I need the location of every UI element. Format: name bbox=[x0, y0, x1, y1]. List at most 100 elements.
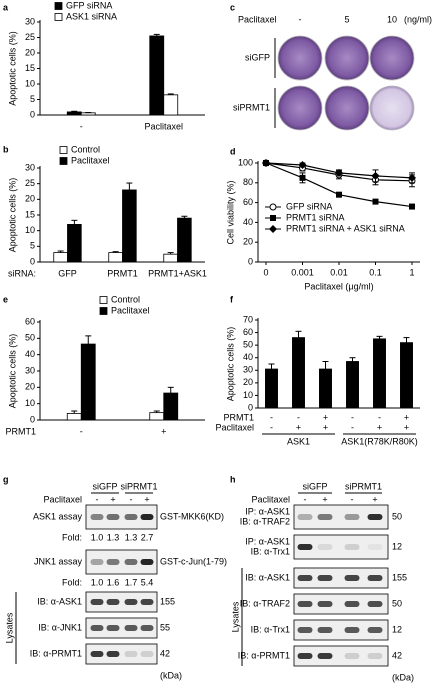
blot-band bbox=[367, 627, 383, 633]
marker bbox=[335, 168, 343, 177]
blot-band bbox=[90, 651, 104, 657]
lysates-label: Lysates bbox=[4, 612, 14, 643]
plate bbox=[277, 35, 323, 81]
lane-label: + bbox=[144, 494, 149, 504]
legend-label: Paclitaxel bbox=[111, 305, 150, 315]
marker bbox=[409, 203, 415, 210]
y-tick-label: 0 bbox=[30, 414, 35, 424]
blot-band bbox=[124, 599, 138, 605]
treatment-label: Paclitaxel bbox=[43, 494, 82, 504]
blot-band bbox=[317, 575, 333, 581]
group-label: siGFP bbox=[92, 481, 117, 491]
group-label: siGFP bbox=[302, 481, 327, 491]
x-tick-label: - bbox=[80, 121, 83, 131]
kda-unit: (kDa) bbox=[392, 672, 414, 682]
row-mark: - bbox=[378, 412, 381, 422]
kda-label: 12 bbox=[392, 624, 402, 634]
kda-label: 55 bbox=[160, 622, 170, 632]
panel-letter: d bbox=[230, 146, 236, 156]
blot-band bbox=[297, 653, 313, 659]
y-axis-label: Apoptotic cells (%) bbox=[7, 178, 17, 253]
blot-frame bbox=[293, 593, 389, 615]
y-tick-label: 80 bbox=[243, 177, 253, 187]
blot-band bbox=[317, 653, 333, 659]
ib-label: IB: α-TRAF2 bbox=[240, 598, 290, 608]
lysates-label: Lysates bbox=[230, 601, 240, 632]
bar bbox=[346, 361, 359, 409]
bar bbox=[80, 112, 96, 116]
marker bbox=[298, 160, 307, 169]
row-mark: + bbox=[323, 422, 328, 432]
row-mark: - bbox=[351, 422, 354, 432]
fold-value: 1.3 bbox=[107, 532, 120, 542]
legend-label: ASK1 siRNA bbox=[66, 11, 117, 21]
bar bbox=[163, 392, 179, 421]
legend-label: GFP siRNA bbox=[66, 0, 112, 10]
bar bbox=[66, 413, 82, 421]
marker bbox=[336, 191, 342, 198]
x-axis-label: Paclitaxel (μg/ml) bbox=[304, 281, 373, 291]
lane-label: - bbox=[351, 494, 354, 504]
y-tick-label: 25 bbox=[25, 32, 35, 42]
kda-label: 155 bbox=[392, 572, 407, 582]
x-tick-label: 0.001 bbox=[291, 267, 314, 277]
bar bbox=[149, 35, 165, 116]
kda-label: 50 bbox=[392, 511, 402, 521]
blot-band bbox=[344, 514, 360, 520]
y-tick-label: 100 bbox=[238, 157, 253, 167]
assay-label: JNK1 assay bbox=[34, 556, 83, 566]
bar bbox=[66, 111, 82, 116]
blot-band bbox=[297, 514, 313, 520]
bar bbox=[292, 337, 305, 409]
blot-band bbox=[90, 599, 104, 605]
x-tick-label: Paclitaxel bbox=[144, 121, 183, 131]
blot-band bbox=[297, 627, 313, 633]
legend-label: Control bbox=[71, 144, 100, 154]
panel-letter: a bbox=[3, 2, 9, 12]
ib-label: IB: α-PRMT1 bbox=[238, 650, 290, 660]
marker bbox=[371, 171, 380, 180]
blot-band bbox=[344, 544, 360, 550]
marker bbox=[262, 159, 270, 167]
row-label: PRMT1 bbox=[223, 412, 254, 422]
blot-band bbox=[344, 601, 360, 607]
y-tick-label: 30 bbox=[25, 162, 35, 172]
fold-value: 5.4 bbox=[141, 577, 154, 587]
blot-frame bbox=[85, 643, 158, 665]
legend-swatch bbox=[59, 146, 68, 154]
blot-band bbox=[317, 627, 333, 633]
fold-value: 1.0 bbox=[91, 577, 104, 587]
kda-label: 12 bbox=[392, 541, 402, 551]
y-tick-label: 70 bbox=[243, 314, 253, 324]
x-tick-label: 0 bbox=[263, 267, 268, 277]
blot-band bbox=[344, 627, 360, 633]
lane-label: + bbox=[372, 494, 377, 504]
blot-band bbox=[124, 559, 138, 565]
blot-frame bbox=[85, 591, 158, 613]
blot-band bbox=[106, 599, 120, 605]
y-tick-label: 10 bbox=[25, 225, 35, 235]
blot-band bbox=[317, 601, 333, 607]
y-axis-label: Cell viability (%) bbox=[225, 180, 235, 244]
panel-letter: c bbox=[230, 2, 235, 12]
y-tick-label: 60 bbox=[243, 327, 253, 337]
bar bbox=[67, 223, 82, 263]
blot-band bbox=[367, 575, 383, 581]
dose-label: - bbox=[299, 14, 302, 24]
bar bbox=[163, 253, 178, 263]
y-tick-label: 50 bbox=[243, 340, 253, 350]
y-tick-label: 60 bbox=[25, 316, 35, 326]
row-mark: - bbox=[270, 412, 273, 422]
plate bbox=[277, 85, 323, 131]
kda-unit: (kDa) bbox=[160, 670, 182, 680]
plate bbox=[324, 35, 370, 81]
y-tick-label: 0 bbox=[248, 402, 253, 412]
blot-frame bbox=[85, 617, 158, 639]
y-tick-label: 10 bbox=[25, 398, 35, 408]
kda-label: 42 bbox=[160, 648, 170, 658]
group-label: siPRMT1 bbox=[120, 481, 157, 491]
blot-band bbox=[106, 625, 120, 631]
row-mark: + bbox=[377, 422, 382, 432]
legend-swatch bbox=[59, 157, 68, 165]
x-tick-label: 1 bbox=[409, 267, 414, 277]
